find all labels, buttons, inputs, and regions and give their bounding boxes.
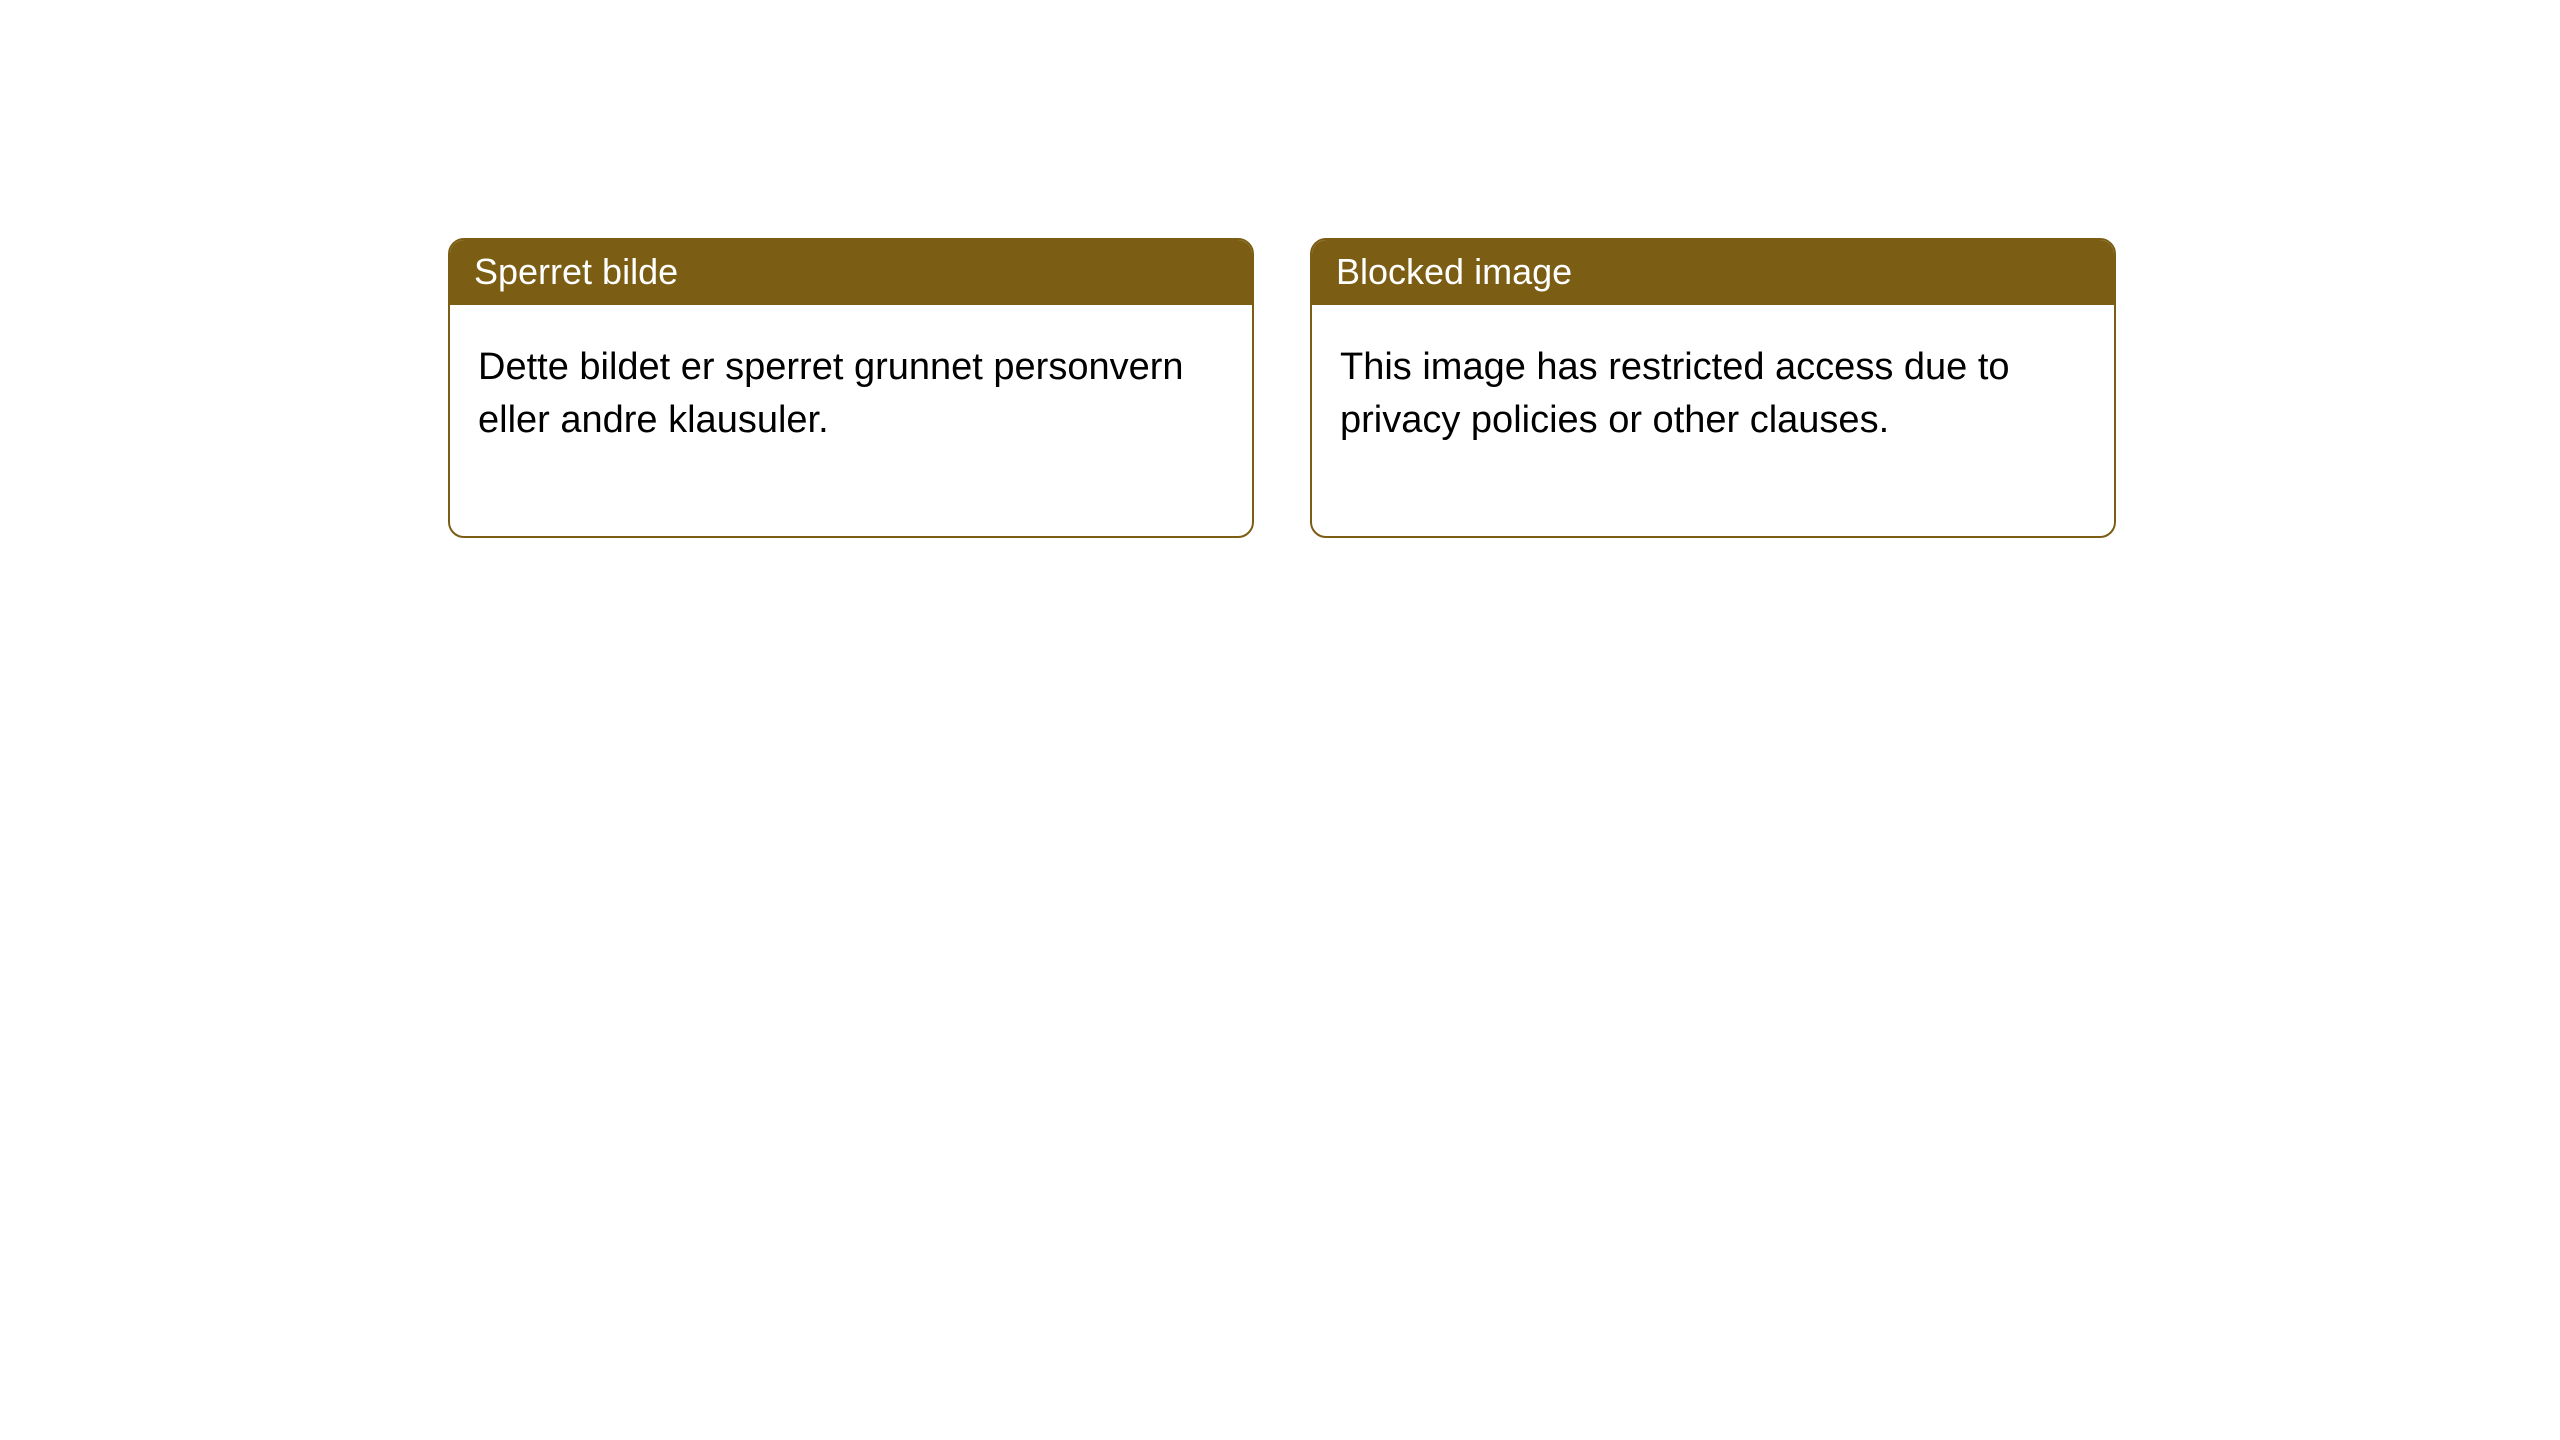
notice-container: Sperret bilde Dette bildet er sperret gr…	[0, 0, 2560, 538]
blocked-image-card-en: Blocked image This image has restricted …	[1310, 238, 2116, 538]
card-header-no: Sperret bilde	[450, 240, 1252, 305]
blocked-image-card-no: Sperret bilde Dette bildet er sperret gr…	[448, 238, 1254, 538]
card-body-en: This image has restricted access due to …	[1312, 305, 2114, 536]
card-body-no: Dette bildet er sperret grunnet personve…	[450, 305, 1252, 536]
card-header-en: Blocked image	[1312, 240, 2114, 305]
